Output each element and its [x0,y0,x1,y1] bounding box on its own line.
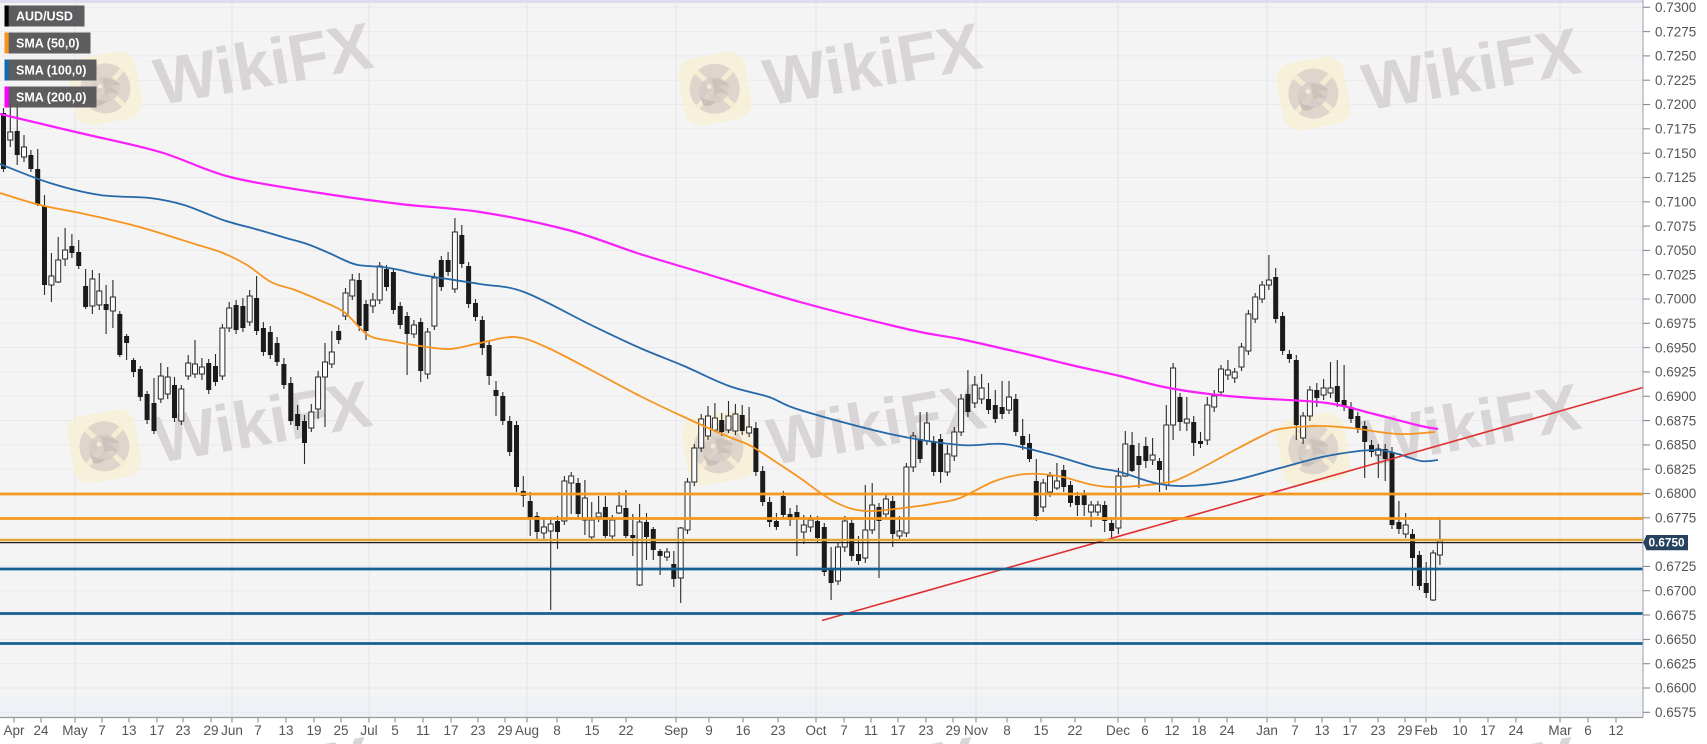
svg-text:29: 29 [203,723,218,738]
svg-text:Jan: Jan [1256,723,1278,738]
svg-text:17: 17 [1342,723,1357,738]
svg-text:24: 24 [1219,723,1235,738]
svg-text:0.6725: 0.6725 [1655,559,1696,574]
svg-text:0.7250: 0.7250 [1655,49,1696,64]
svg-text:Aug: Aug [515,723,539,738]
svg-text:0.7175: 0.7175 [1655,122,1696,137]
svg-text:0.7200: 0.7200 [1655,97,1696,112]
svg-text:8: 8 [1003,723,1011,738]
svg-text:0.6600: 0.6600 [1655,681,1696,696]
svg-text:6: 6 [1141,723,1149,738]
svg-text:17: 17 [1480,723,1495,738]
svg-text:17: 17 [890,723,905,738]
svg-text:0.6800: 0.6800 [1655,486,1696,501]
svg-text:13: 13 [121,723,136,738]
svg-text:0.7225: 0.7225 [1655,73,1696,88]
svg-text:10: 10 [1452,723,1467,738]
svg-text:23: 23 [918,723,933,738]
svg-text:19: 19 [306,723,321,738]
svg-text:8: 8 [553,723,561,738]
svg-text:Apr: Apr [3,723,25,738]
svg-text:0.6575: 0.6575 [1655,705,1696,720]
svg-text:SMA (50,0): SMA (50,0) [16,37,79,51]
svg-text:23: 23 [175,723,190,738]
svg-text:29: 29 [945,723,960,738]
svg-text:23: 23 [1370,723,1385,738]
svg-text:0.7150: 0.7150 [1655,146,1696,161]
svg-text:Jun: Jun [221,723,243,738]
svg-text:16: 16 [735,723,750,738]
svg-text:SMA (200,0): SMA (200,0) [16,91,86,105]
svg-text:11: 11 [416,723,430,738]
svg-text:0.6750: 0.6750 [1649,536,1686,550]
svg-text:0.7100: 0.7100 [1655,195,1696,210]
svg-text:17: 17 [149,723,164,738]
svg-text:7: 7 [840,723,848,738]
svg-text:24: 24 [33,723,49,738]
svg-text:0.7000: 0.7000 [1655,292,1696,307]
svg-text:13: 13 [278,723,293,738]
svg-text:11: 11 [864,723,878,738]
svg-text:Sep: Sep [664,723,688,738]
svg-text:12: 12 [1608,723,1623,738]
svg-text:0.7050: 0.7050 [1655,243,1696,258]
svg-text:13: 13 [1314,723,1329,738]
svg-text:0.6775: 0.6775 [1655,511,1696,526]
svg-text:AUD/USD: AUD/USD [16,10,73,24]
svg-text:23: 23 [770,723,785,738]
svg-text:0.6625: 0.6625 [1655,656,1696,671]
svg-text:0.7025: 0.7025 [1655,267,1696,282]
svg-text:15: 15 [1033,723,1048,738]
svg-text:25: 25 [333,723,348,738]
svg-text:0.7075: 0.7075 [1655,219,1696,234]
svg-text:18: 18 [1191,723,1206,738]
svg-text:0.6875: 0.6875 [1655,413,1696,428]
svg-text:Dec: Dec [1106,723,1130,738]
svg-text:0.6675: 0.6675 [1655,608,1696,623]
svg-text:0.7300: 0.7300 [1655,0,1696,15]
svg-text:0.6900: 0.6900 [1655,389,1696,404]
svg-text:Oct: Oct [805,723,826,738]
svg-text:5: 5 [391,723,399,738]
svg-text:15: 15 [584,723,599,738]
svg-text:0.6650: 0.6650 [1655,632,1696,647]
svg-text:May: May [62,723,88,738]
svg-text:23: 23 [470,723,485,738]
svg-text:22: 22 [1067,723,1082,738]
svg-text:12: 12 [1164,723,1179,738]
svg-text:Jul: Jul [360,723,377,738]
svg-text:7: 7 [1291,723,1299,738]
svg-text:0.6700: 0.6700 [1655,583,1696,598]
svg-text:29: 29 [1397,723,1412,738]
svg-text:9: 9 [705,723,713,738]
svg-text:17: 17 [443,723,458,738]
svg-text:0.6850: 0.6850 [1655,438,1696,453]
svg-text:SMA (100,0): SMA (100,0) [16,64,86,78]
svg-text:24: 24 [1508,723,1524,738]
svg-text:0.6825: 0.6825 [1655,462,1696,477]
svg-text:0.6975: 0.6975 [1655,316,1696,331]
svg-text:6: 6 [1584,723,1592,738]
svg-text:7: 7 [98,723,106,738]
svg-text:Nov: Nov [964,723,988,738]
svg-text:0.6950: 0.6950 [1655,340,1696,355]
svg-text:Mar: Mar [1548,723,1572,738]
svg-text:7: 7 [254,723,262,738]
svg-text:Feb: Feb [1414,723,1437,738]
svg-text:29: 29 [497,723,512,738]
svg-text:22: 22 [618,723,633,738]
svg-text:0.7275: 0.7275 [1655,24,1696,39]
svg-text:0.7125: 0.7125 [1655,170,1696,185]
svg-text:0.6925: 0.6925 [1655,365,1696,380]
